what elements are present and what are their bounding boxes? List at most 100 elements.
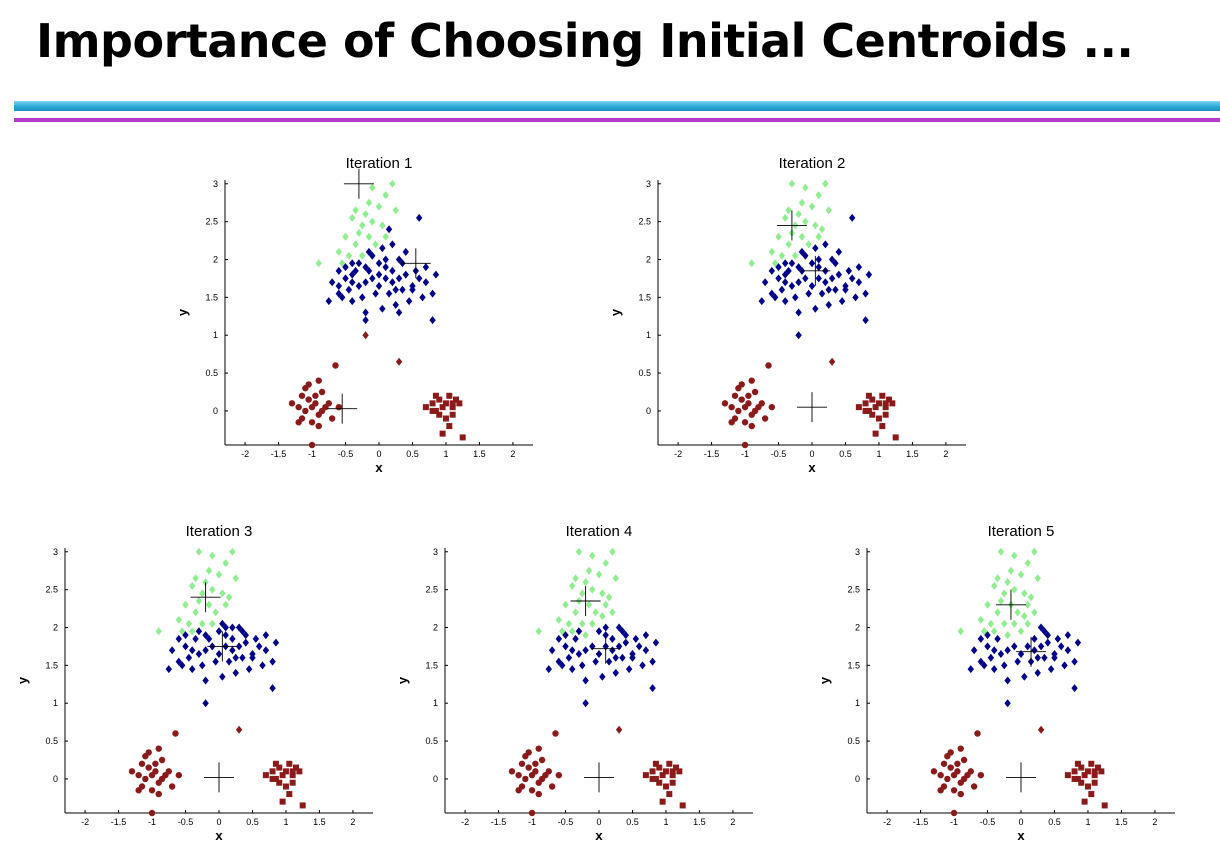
- data-point-square: [286, 791, 293, 798]
- data-point-diamond: [205, 634, 213, 643]
- data-point-diamond: [792, 251, 799, 260]
- y-tick-label: 2: [433, 623, 438, 633]
- data-point-diamond: [212, 657, 219, 666]
- data-point-square: [869, 411, 876, 418]
- data-point-circle: [148, 787, 156, 794]
- data-point-diamond: [359, 293, 366, 302]
- data-point-diamond: [349, 297, 356, 306]
- data-point-diamond: [835, 247, 842, 256]
- data-point-diamond: [335, 266, 343, 275]
- x-tick-label: -1.5: [704, 449, 720, 459]
- data-point-diamond: [209, 619, 216, 628]
- data-point-diamond: [175, 615, 183, 624]
- data-point-diamond: [345, 251, 353, 260]
- data-point-square: [666, 760, 673, 767]
- data-point-diamond: [1031, 634, 1038, 643]
- data-point-diamond: [615, 725, 623, 734]
- data-point-circle: [738, 381, 745, 388]
- data-point-circle: [318, 388, 326, 396]
- data-point-diamond: [389, 179, 396, 188]
- x-axis-label: x: [808, 460, 816, 475]
- data-point-diamond: [209, 551, 216, 560]
- data-point-circle: [522, 775, 529, 783]
- data-point-diamond: [795, 331, 802, 340]
- data-point-diamond: [202, 676, 209, 685]
- x-tick-label: -0.5: [771, 449, 787, 459]
- data-point-square: [1078, 764, 1085, 771]
- data-point-diamond: [639, 661, 646, 670]
- data-point-square: [1078, 779, 1085, 786]
- data-point-diamond: [991, 581, 998, 590]
- data-point-square: [432, 407, 439, 414]
- data-point-diamond: [335, 282, 343, 290]
- data-point-diamond: [535, 627, 542, 636]
- chart-iteration-1: -2 -1.5 -1 -0.5 0 0.5 1 1.5 2 0 0.5 1 1.5 2 2.5 3 Iterat…: [170, 150, 550, 480]
- data-point-diamond: [402, 270, 409, 279]
- data-point-diamond: [642, 631, 650, 640]
- data-point-diamond: [805, 289, 812, 298]
- data-point-square: [276, 779, 283, 786]
- x-tick-label: 0: [1018, 817, 1023, 827]
- data-point-circle: [335, 403, 343, 411]
- data-point-diamond: [987, 619, 995, 628]
- data-point-square: [882, 404, 889, 411]
- data-point-diamond: [1017, 627, 1025, 636]
- data-point-diamond: [609, 634, 616, 643]
- x-tick-label: 1.5: [693, 817, 706, 827]
- data-point-circle: [535, 745, 542, 752]
- data-point-square: [1071, 768, 1078, 775]
- data-point-diamond: [212, 608, 219, 617]
- x-tick-label: 1.5: [313, 817, 326, 827]
- data-point-diamond: [189, 665, 196, 674]
- data-point-diamond: [202, 699, 209, 708]
- data-point-square: [879, 423, 886, 430]
- x-tick-label: 2: [350, 817, 355, 827]
- data-point-diamond: [609, 646, 616, 655]
- data-point-diamond: [782, 278, 789, 287]
- data-point-diamond: [569, 646, 576, 655]
- data-point-diamond: [168, 646, 176, 655]
- x-tick-label: 2: [943, 449, 948, 459]
- data-point-diamond: [369, 183, 376, 192]
- data-point-diamond: [848, 213, 856, 222]
- data-point-square: [642, 772, 649, 779]
- y-tick-label: 2: [53, 623, 58, 633]
- data-point-diamond: [805, 240, 812, 249]
- data-point-circle: [974, 730, 981, 737]
- x-tick-label: 2: [510, 449, 515, 459]
- data-point-circle: [308, 441, 316, 449]
- data-point-diamond: [1064, 631, 1072, 640]
- data-point-circle: [960, 756, 968, 764]
- data-point-diamond: [255, 642, 263, 651]
- data-point-circle: [148, 809, 156, 817]
- data-point-diamond: [602, 623, 609, 632]
- data-point-square: [1071, 775, 1078, 782]
- x-tick-label: 2: [1152, 817, 1157, 827]
- data-point-square: [865, 407, 872, 414]
- data-point-diamond: [225, 593, 233, 602]
- data-point-diamond: [1071, 684, 1078, 693]
- data-point-circle: [138, 760, 146, 767]
- data-point-diamond: [379, 244, 386, 253]
- data-point-diamond: [1044, 638, 1051, 647]
- data-point-diamond: [609, 547, 616, 556]
- data-point-circle: [535, 790, 542, 798]
- data-point-square: [1088, 760, 1095, 767]
- x-tick-label: 0.5: [246, 817, 259, 827]
- data-point-diamond: [775, 232, 782, 241]
- data-point-diamond: [589, 551, 596, 560]
- data-point-square: [1084, 783, 1091, 790]
- data-point-circle: [977, 771, 985, 779]
- data-point-diamond: [432, 270, 440, 279]
- data-point-square: [422, 404, 429, 411]
- data-point-diamond: [582, 699, 589, 708]
- data-point-circle: [738, 396, 745, 403]
- data-point-square: [1091, 772, 1098, 779]
- data-point-diamond: [785, 240, 792, 249]
- data-point-square: [276, 764, 283, 771]
- data-point-square: [289, 772, 296, 779]
- data-point-diamond: [788, 179, 796, 188]
- data-point-diamond: [338, 293, 346, 302]
- data-point-diamond: [1004, 578, 1011, 587]
- centroid-marker: [584, 762, 614, 793]
